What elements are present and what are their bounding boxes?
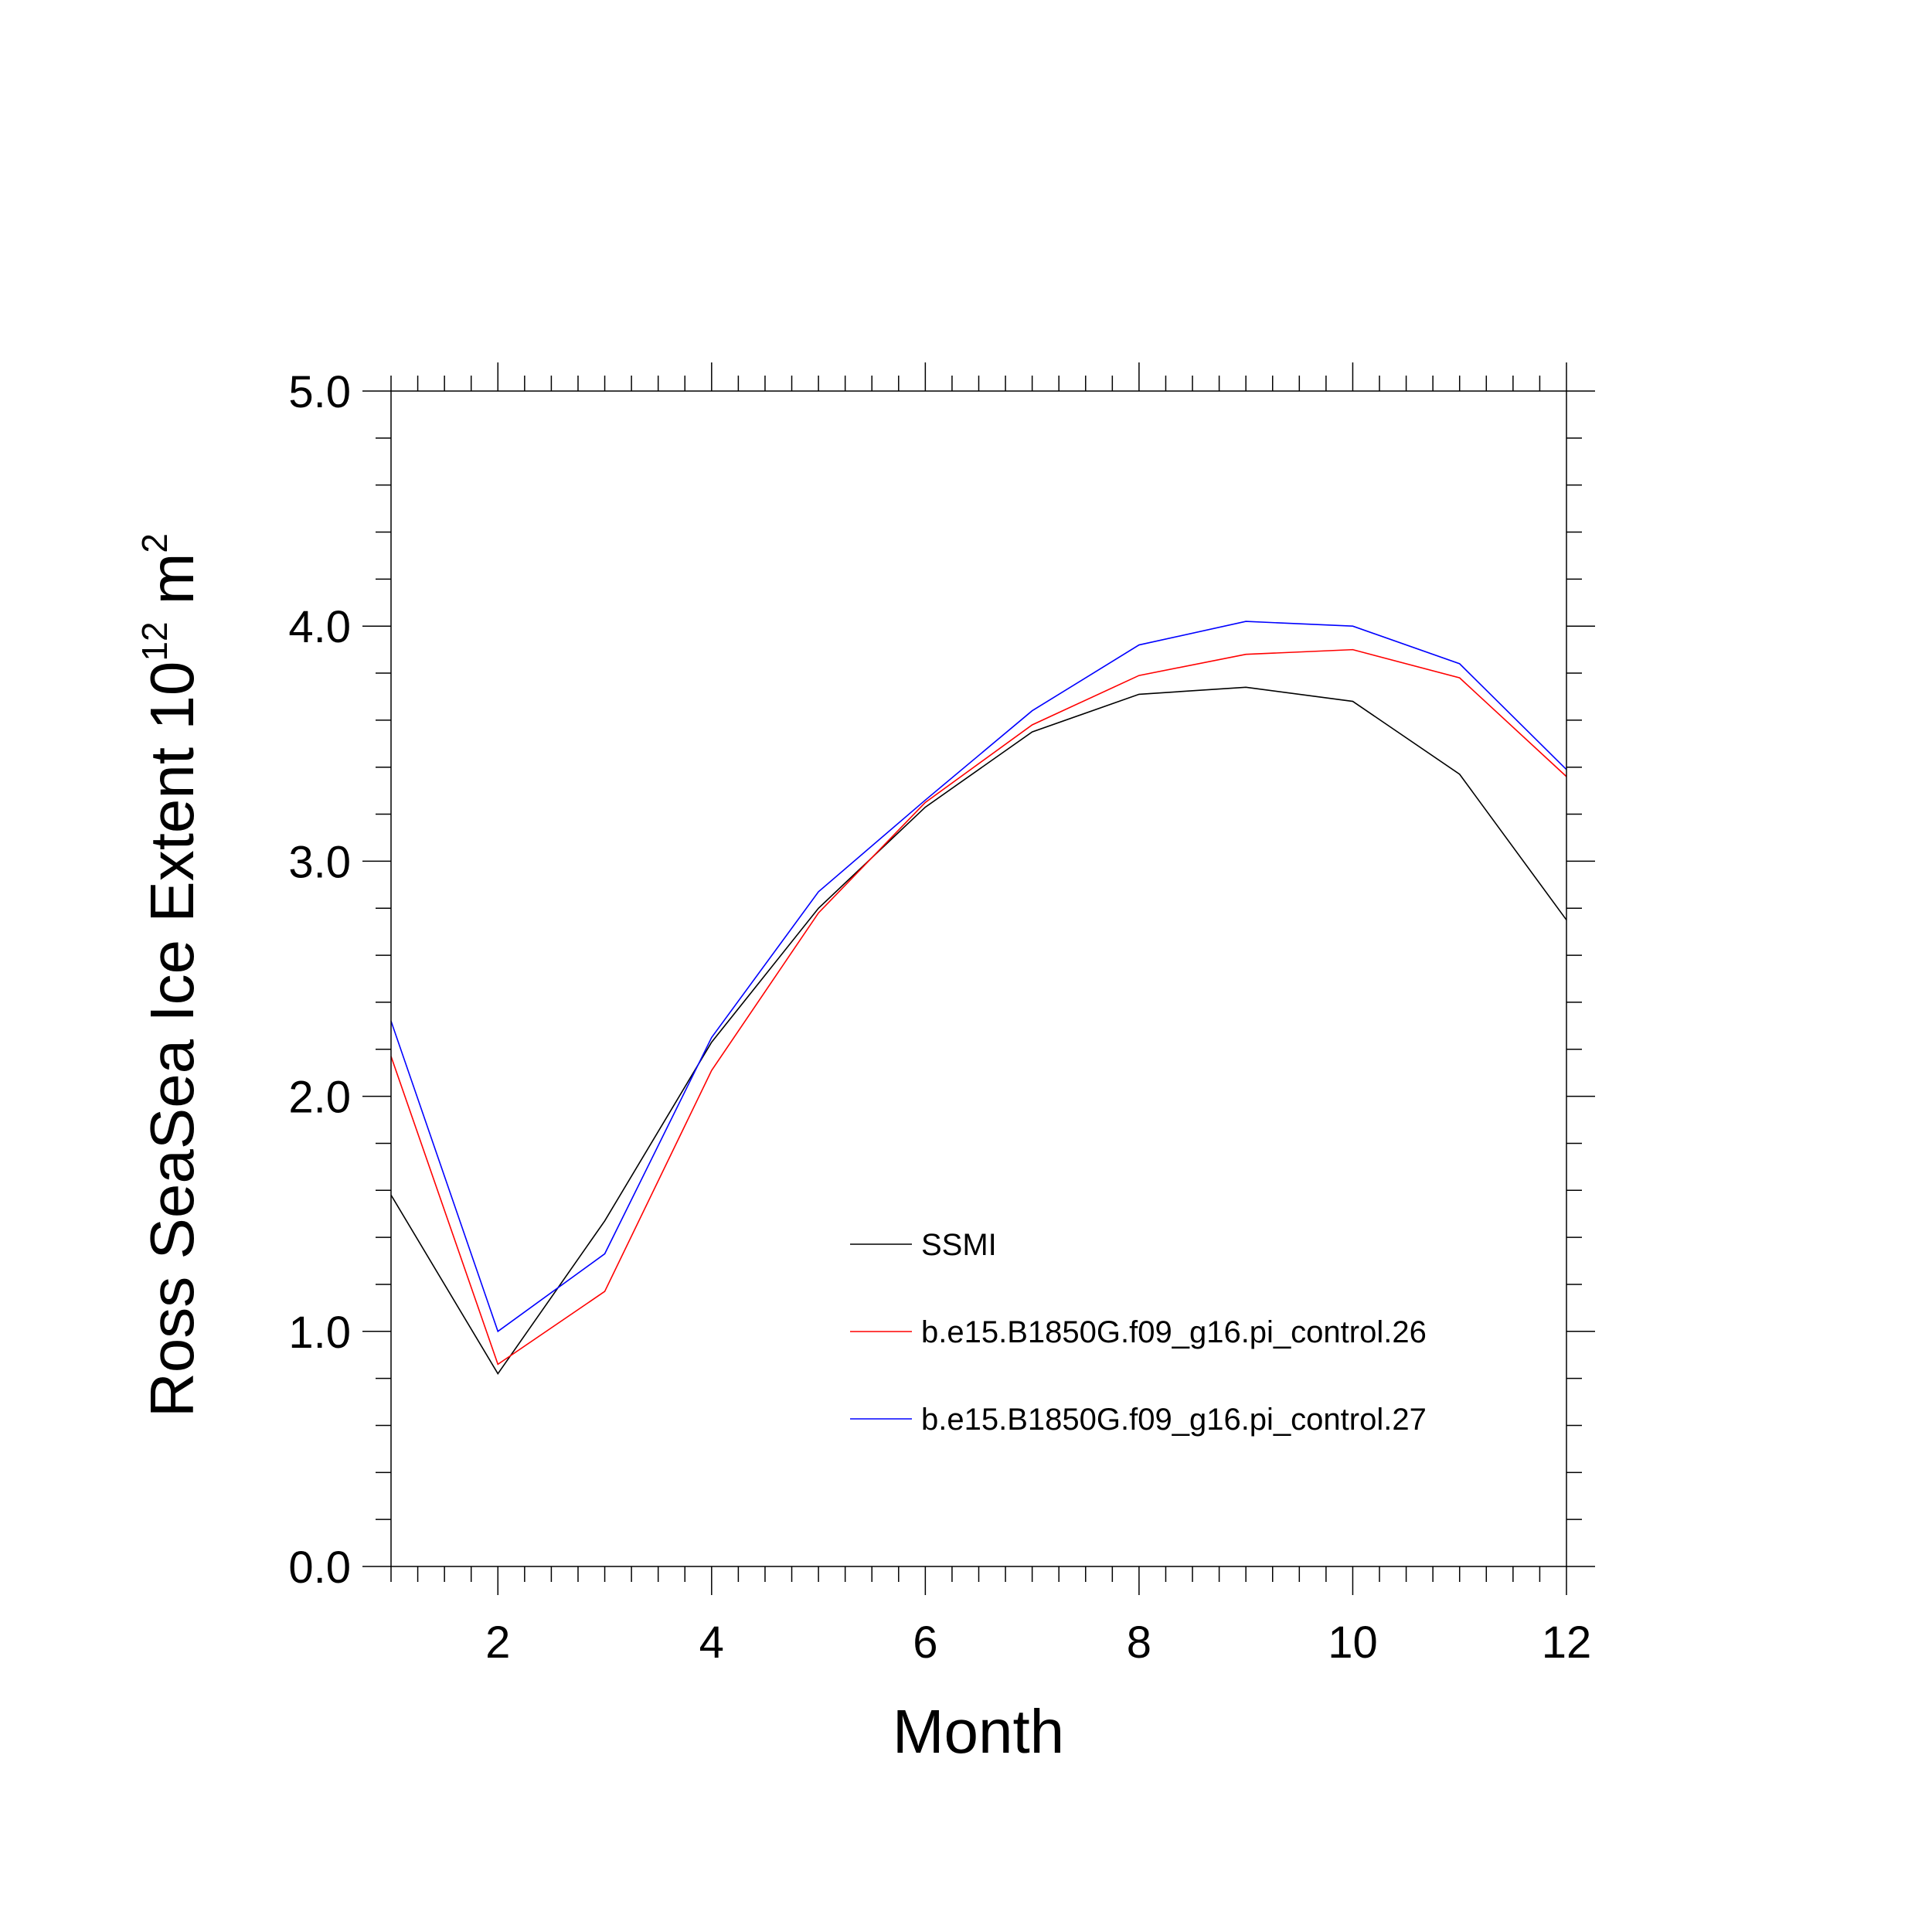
y-tick-label: 1.0 (288, 1308, 351, 1358)
x-tick-labels: 2 4 6 8 10 12 (485, 1617, 1591, 1668)
legend-label: SSMI (921, 1228, 997, 1262)
series-lines (390, 621, 1567, 1376)
x-tick-label: 12 (1542, 1617, 1592, 1668)
series-line-2 (390, 648, 1567, 1366)
y-axis-title-unit: m (138, 553, 206, 622)
x-tick-label: 6 (913, 1617, 937, 1668)
y-tick-label: 0.0 (288, 1543, 351, 1593)
y-tick-label: 4.0 (288, 602, 351, 652)
y-tick-label: 5.0 (288, 367, 351, 417)
x-tick-label: 4 (699, 1617, 724, 1668)
legend-label: b.e15.B1850G.f09_g16.pi_control.27 (921, 1403, 1427, 1437)
y-tick-label: 2.0 (288, 1073, 351, 1123)
x-axis-title: Month (893, 1697, 1064, 1766)
plot-frame (390, 390, 1567, 1567)
x-tick-label: 10 (1328, 1617, 1378, 1668)
y-axis-title-unit-exponent: 2 (134, 533, 175, 553)
y-axis-title: Ross SeaSea Ice Extent 1012 m2 (134, 533, 206, 1417)
y-axis-title-exponent: 12 (134, 621, 175, 661)
x-tick-label: 2 (485, 1617, 510, 1668)
y-tick-labels: 0.0 1.0 2.0 3.0 4.0 5.0 (288, 367, 351, 1593)
y-tick-label: 3.0 (288, 837, 351, 887)
series-line-1 (390, 686, 1567, 1376)
y-axis-title-main: Ross SeaSea Ice Extent 10 (138, 662, 206, 1417)
series-line-3 (390, 621, 1567, 1333)
legend: SSMI b.e15.B1850G.f09_g16.pi_control.26 b.… (850, 1228, 1427, 1437)
axis-ticks (362, 362, 1595, 1595)
x-tick-label: 8 (1127, 1617, 1151, 1668)
legend-label: b.e15.B1850G.f09_g16.pi_control.26 (921, 1315, 1427, 1349)
